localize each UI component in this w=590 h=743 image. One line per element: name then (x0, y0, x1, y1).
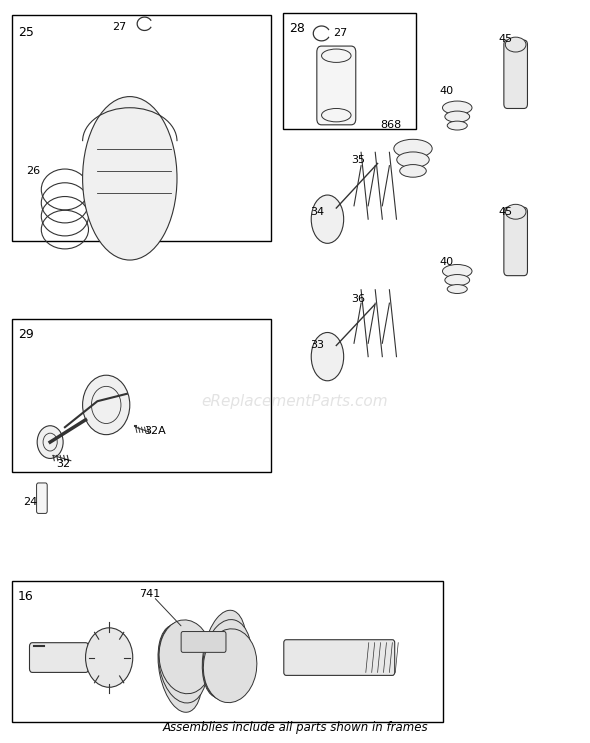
Text: 32A: 32A (145, 426, 166, 436)
Text: Assemblies include all parts shown in frames: Assemblies include all parts shown in fr… (162, 721, 428, 734)
Ellipse shape (396, 152, 430, 168)
Text: 16: 16 (18, 590, 34, 603)
Ellipse shape (447, 285, 467, 293)
Ellipse shape (447, 121, 467, 130)
Text: 36: 36 (351, 293, 365, 304)
Ellipse shape (394, 140, 432, 158)
Text: 32: 32 (56, 459, 70, 469)
Text: 40: 40 (440, 256, 454, 267)
FancyBboxPatch shape (30, 643, 88, 672)
FancyBboxPatch shape (284, 640, 395, 675)
Text: 29: 29 (18, 328, 34, 341)
Ellipse shape (322, 108, 351, 122)
FancyBboxPatch shape (317, 46, 356, 125)
Ellipse shape (158, 625, 202, 713)
Ellipse shape (159, 620, 212, 694)
Ellipse shape (83, 97, 177, 260)
Text: 34: 34 (310, 207, 324, 217)
Bar (12, 581, 442, 722)
Text: 28: 28 (289, 22, 305, 35)
FancyBboxPatch shape (181, 632, 226, 652)
FancyBboxPatch shape (504, 40, 527, 108)
Bar (283, 13, 416, 129)
Text: 45: 45 (499, 207, 513, 217)
Circle shape (83, 375, 130, 435)
Ellipse shape (505, 37, 526, 52)
Text: 27: 27 (333, 28, 348, 39)
Ellipse shape (204, 629, 257, 703)
Circle shape (86, 628, 133, 687)
Text: 35: 35 (351, 155, 365, 165)
Text: 24: 24 (24, 496, 38, 507)
Text: 40: 40 (440, 86, 454, 97)
Text: 27: 27 (112, 22, 126, 32)
Ellipse shape (312, 333, 343, 380)
Text: 26: 26 (27, 166, 41, 176)
Ellipse shape (203, 620, 251, 700)
Circle shape (37, 426, 63, 458)
Text: 25: 25 (18, 26, 34, 39)
Text: 741: 741 (139, 589, 160, 600)
Text: 33: 33 (310, 340, 324, 351)
Ellipse shape (322, 49, 351, 62)
Ellipse shape (312, 195, 343, 244)
Bar (12, 319, 271, 472)
Ellipse shape (445, 111, 470, 123)
Ellipse shape (202, 610, 246, 698)
Text: 45: 45 (499, 33, 513, 44)
Bar (12, 15, 271, 241)
Text: eReplacementParts.com: eReplacementParts.com (202, 394, 388, 409)
FancyBboxPatch shape (504, 207, 527, 276)
Ellipse shape (400, 164, 426, 178)
FancyBboxPatch shape (37, 483, 47, 513)
Text: 868: 868 (381, 120, 402, 130)
Ellipse shape (159, 623, 207, 703)
Ellipse shape (445, 274, 470, 286)
Ellipse shape (505, 204, 526, 219)
Ellipse shape (442, 265, 472, 278)
Ellipse shape (442, 101, 472, 114)
